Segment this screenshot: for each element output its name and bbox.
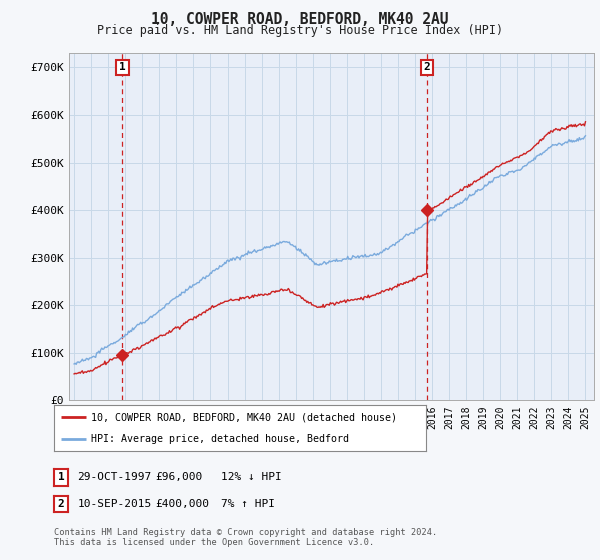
Text: 7% ↑ HPI: 7% ↑ HPI [221,499,275,509]
Text: 2: 2 [424,63,430,72]
Text: 10-SEP-2015: 10-SEP-2015 [77,499,152,509]
Text: £96,000: £96,000 [155,472,203,482]
Text: 10, COWPER ROAD, BEDFORD, MK40 2AU (detached house): 10, COWPER ROAD, BEDFORD, MK40 2AU (deta… [91,412,397,422]
Text: 10, COWPER ROAD, BEDFORD, MK40 2AU: 10, COWPER ROAD, BEDFORD, MK40 2AU [151,12,449,27]
Text: 12% ↓ HPI: 12% ↓ HPI [221,472,282,482]
Text: 2: 2 [58,499,65,509]
Text: 1: 1 [58,472,65,482]
Text: Contains HM Land Registry data © Crown copyright and database right 2024.
This d: Contains HM Land Registry data © Crown c… [54,528,437,547]
Text: Price paid vs. HM Land Registry's House Price Index (HPI): Price paid vs. HM Land Registry's House … [97,24,503,37]
Text: 29-OCT-1997: 29-OCT-1997 [77,472,152,482]
Text: HPI: Average price, detached house, Bedford: HPI: Average price, detached house, Bedf… [91,435,349,444]
Text: £400,000: £400,000 [155,499,209,509]
Text: 1: 1 [119,63,126,72]
